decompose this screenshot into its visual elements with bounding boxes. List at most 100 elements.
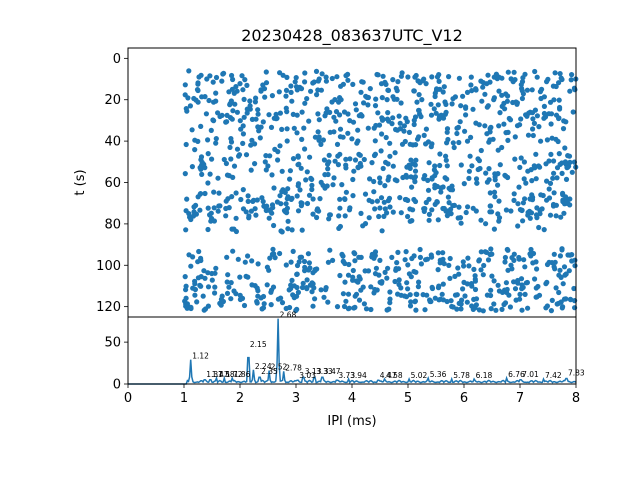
histogram-peak-label: 6.76	[508, 370, 525, 379]
raster-point	[461, 263, 467, 269]
raster-point	[464, 281, 470, 287]
raster-point	[318, 179, 324, 185]
histogram-peak-label: 4.47	[380, 371, 397, 380]
raster-point	[199, 159, 205, 165]
raster-point	[298, 203, 304, 209]
raster-point	[468, 74, 474, 80]
raster-point	[435, 102, 441, 108]
raster-point	[440, 250, 446, 256]
raster-point	[374, 198, 380, 204]
raster-point	[390, 115, 396, 121]
raster-point	[476, 122, 482, 128]
raster-point	[237, 274, 243, 280]
histogram-peak-label: 5.02	[411, 371, 428, 380]
raster-point	[524, 113, 530, 119]
raster-point	[414, 99, 420, 105]
histogram-x-tick-label: 3	[292, 391, 300, 406]
histogram-peak-label: 3.73	[338, 371, 355, 380]
raster-point	[569, 169, 575, 175]
raster-point	[429, 175, 435, 181]
raster-point	[263, 80, 270, 86]
raster-point	[234, 109, 240, 115]
raster-point	[460, 286, 466, 292]
raster-point	[303, 285, 310, 291]
raster-point	[302, 268, 308, 274]
raster-point	[267, 207, 273, 214]
raster-point	[226, 89, 232, 95]
raster-point	[302, 146, 308, 152]
raster-point	[277, 193, 283, 199]
raster-point	[466, 168, 472, 174]
raster-point	[489, 273, 495, 279]
raster-point	[210, 117, 216, 123]
raster-point	[529, 87, 535, 93]
raster-point	[557, 253, 564, 259]
raster-point	[350, 81, 356, 87]
raster-point	[449, 187, 456, 193]
raster-point	[528, 246, 534, 253]
raster-point	[456, 139, 462, 146]
raster-point	[497, 110, 503, 116]
raster-point	[390, 209, 396, 215]
raster-point	[469, 88, 475, 94]
raster-point	[520, 218, 526, 224]
raster-point	[381, 199, 387, 205]
raster-plot: 0 20 40 60 80 100 120 t (s)	[73, 47, 579, 318]
raster-point	[241, 114, 247, 120]
raster-point	[527, 251, 533, 257]
raster-point	[397, 126, 403, 132]
raster-point	[483, 221, 489, 227]
raster-point	[509, 266, 515, 272]
raster-point	[276, 89, 282, 95]
raster-point	[568, 77, 574, 83]
raster-point	[526, 208, 533, 214]
raster-point	[544, 79, 550, 85]
raster-point	[529, 192, 535, 198]
raster-point	[209, 270, 215, 277]
histogram-peak-label: 4.58	[386, 371, 403, 380]
raster-point	[406, 129, 412, 135]
raster-point	[546, 186, 552, 192]
raster-point	[299, 136, 305, 142]
raster-point	[379, 228, 385, 234]
raster-point	[405, 286, 411, 292]
raster-point	[450, 140, 456, 146]
raster-point	[463, 209, 469, 216]
raster-point	[516, 184, 522, 190]
raster-point	[284, 74, 290, 80]
raster-point	[519, 207, 525, 214]
raster-point	[358, 89, 364, 95]
raster-point	[326, 216, 332, 222]
raster-point	[275, 149, 281, 155]
raster-point	[339, 251, 345, 257]
raster-point	[325, 299, 331, 305]
raster-point	[205, 137, 211, 143]
raster-point	[197, 207, 203, 213]
raster-point	[380, 165, 386, 172]
raster-point	[495, 182, 501, 188]
raster-point	[447, 255, 453, 262]
raster-point	[254, 300, 260, 306]
raster-point	[300, 280, 306, 286]
raster-point	[310, 196, 316, 202]
raster-point	[386, 306, 392, 312]
raster-point	[224, 112, 230, 118]
raster-point	[223, 205, 229, 212]
raster-point	[530, 132, 536, 139]
raster-point	[413, 142, 419, 148]
raster-point	[382, 269, 388, 275]
raster-point	[486, 177, 492, 183]
raster-point	[194, 299, 200, 305]
raster-point	[455, 265, 461, 271]
raster-point	[210, 79, 216, 85]
raster-point	[287, 168, 293, 174]
raster-point	[279, 300, 286, 306]
raster-point	[258, 88, 264, 94]
raster-point	[259, 306, 265, 312]
raster-point	[403, 196, 409, 203]
raster-point	[551, 190, 557, 196]
raster-point	[284, 126, 290, 132]
raster-point	[239, 73, 245, 79]
raster-point	[337, 151, 343, 157]
raster-point	[393, 85, 399, 91]
